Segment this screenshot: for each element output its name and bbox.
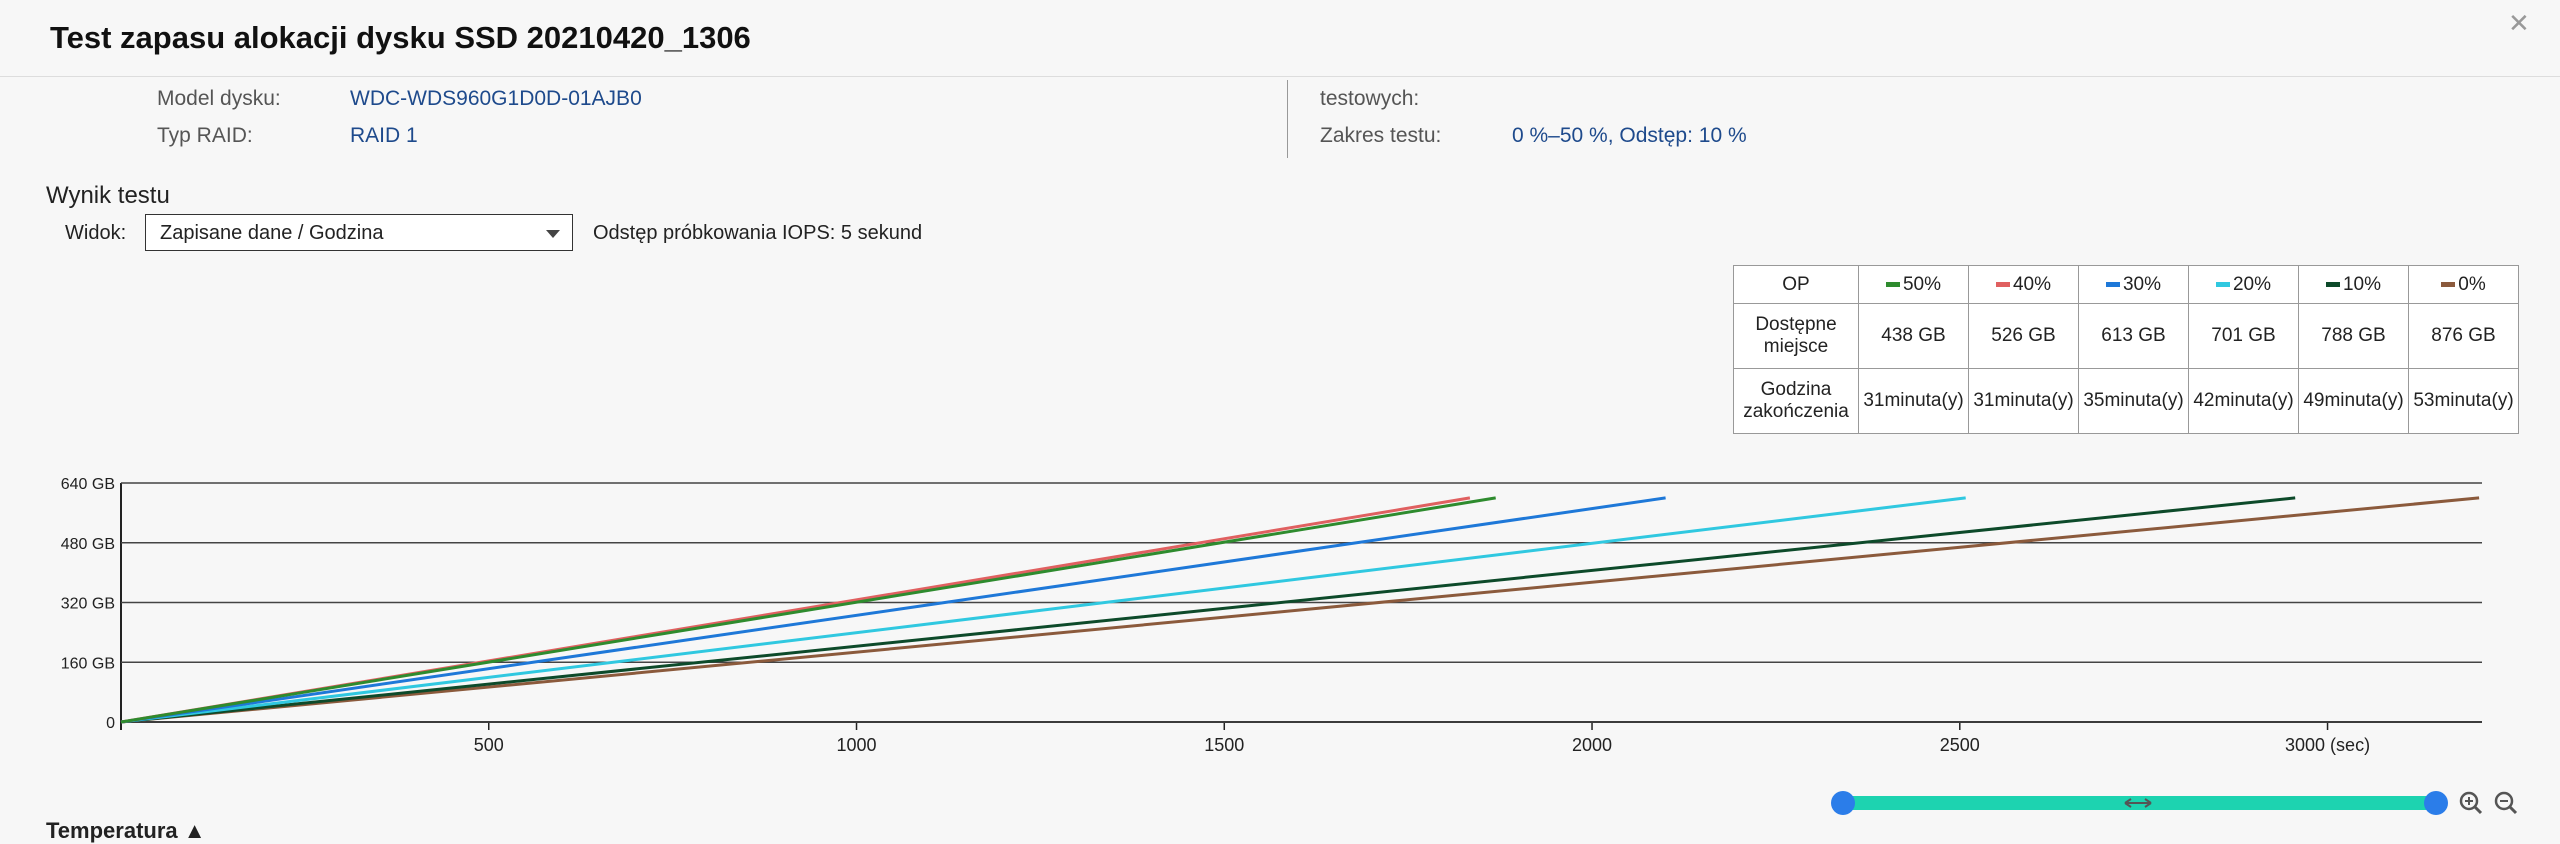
x-tick-label: 3000 (sec): [2285, 735, 2370, 755]
legend-label: 40%: [2012, 273, 2052, 295]
divider: [1287, 80, 1288, 158]
y-tick-label: 640 GB: [61, 476, 115, 493]
table-cell: 42minuta(y): [2188, 368, 2299, 434]
select-value: Zapisane dane / Godzina: [160, 222, 384, 244]
legend-swatch: [1995, 281, 2010, 287]
close-button[interactable]: ✕: [2508, 8, 2530, 38]
section-title: Wynik testu: [46, 182, 170, 209]
legend-swatch: [2215, 281, 2230, 287]
x-tick-label: 2000: [1572, 735, 1612, 755]
table-cell: 53minuta(y): [2408, 368, 2519, 434]
legend-item: 50%: [1858, 265, 1969, 304]
row-label: Dostępne miejsce: [1733, 303, 1859, 369]
table-cell: 438 GB: [1858, 303, 1969, 369]
info-label: Typ RAID:: [157, 124, 253, 147]
table-cell: 613 GB: [2078, 303, 2189, 369]
legend-label: 10%: [2342, 273, 2382, 295]
table-cell: 788 GB: [2298, 303, 2409, 369]
legend-swatch: [2105, 281, 2120, 287]
summary-table: OP 50% 40% 30% 20% 10% 0% Dostępne miejsce 438 G…: [1733, 265, 2519, 434]
info-value: RAID 1: [350, 124, 418, 147]
drag-icon: [2124, 798, 2152, 808]
divider: [0, 76, 2560, 77]
series-line: [120, 496, 2480, 724]
info-value: WDC-WDS960G1D0D-01AJB0: [350, 87, 642, 110]
section-title[interactable]: Temperatura ▲: [46, 818, 206, 843]
chart: 3000 (sec) 2500 2000 1500 1000 500 640 GB 480 G…: [61, 476, 2518, 815]
sampling-info: Odstęp próbkowania IOPS: 5 sekund: [593, 222, 923, 244]
dropdown-arrow: [546, 230, 560, 238]
legend-item: 20%: [2188, 265, 2299, 304]
table-corner: OP: [1733, 265, 1859, 304]
info-value: 0 %–50 %, Odstęp: 10 %: [1512, 124, 1747, 147]
series-line: [120, 496, 1666, 724]
x-tick-label: 1500: [1204, 735, 1244, 755]
y-tick-label: 480 GB: [61, 536, 115, 553]
legend-swatch: [2441, 281, 2456, 287]
y-tick-label: 0: [106, 715, 115, 732]
x-tick-label: 500: [474, 735, 504, 755]
view-select[interactable]: Zapisane dane / Godzina: [145, 214, 573, 251]
table-header: OP 50% 40% 30% 20% 10% 0%: [1733, 265, 2519, 304]
series-line: [120, 496, 1966, 724]
view-label: Widok:: [65, 222, 127, 244]
legend-item: 0%: [2408, 265, 2519, 304]
series-line: [120, 496, 2296, 724]
info-label: Model dysku:: [157, 87, 281, 110]
legend-swatch: [2325, 281, 2340, 287]
table-cell: 701 GB: [2188, 303, 2299, 369]
legend-label: 20%: [2232, 273, 2272, 295]
zoom-out[interactable]: [2494, 791, 2518, 815]
legend-item: 10%: [2298, 265, 2409, 304]
table-cell: 49minuta(y): [2298, 368, 2409, 434]
y-tick-label: 320 GB: [61, 596, 115, 613]
table-cell: 35minuta(y): [2078, 368, 2189, 434]
y-tick-label: 160 GB: [61, 655, 115, 672]
table-cell: 526 GB: [1968, 303, 2079, 369]
legend-item: 30%: [2078, 265, 2189, 304]
legend-swatch: [1885, 281, 1900, 287]
table-cell: 31minuta(y): [1858, 368, 1969, 434]
window-title: Test zapasu alokacji dysku SSD 20210420_…: [50, 20, 751, 55]
slider-handle[interactable]: [2424, 791, 2448, 815]
legend-label: 30%: [2122, 273, 2162, 295]
x-tick-label: 1000: [836, 735, 876, 755]
zoom-in[interactable]: [2459, 791, 2483, 815]
info-label: testowych:: [1320, 87, 1420, 110]
x-tick-label: 2500: [1940, 735, 1980, 755]
table-cell: 31minuta(y): [1968, 368, 2079, 434]
table-row: Godzina zakończenia 31minuta(y) 31minuta(y…: [1733, 368, 2519, 434]
row-label: Godzina zakończenia: [1733, 368, 1859, 434]
legend-label: 0%: [2458, 273, 2486, 295]
table-cell: 876 GB: [2408, 303, 2519, 369]
series-line: [120, 496, 1496, 724]
legend-item: 40%: [1968, 265, 2079, 304]
slider-handle[interactable]: [1831, 791, 1855, 815]
legend-label: 50%: [1902, 273, 1942, 295]
info-label: Zakres testu:: [1320, 124, 1442, 147]
table-row: Dostępne miejsce 438 GB 526 GB 613 GB 701 GB…: [1733, 303, 2519, 369]
